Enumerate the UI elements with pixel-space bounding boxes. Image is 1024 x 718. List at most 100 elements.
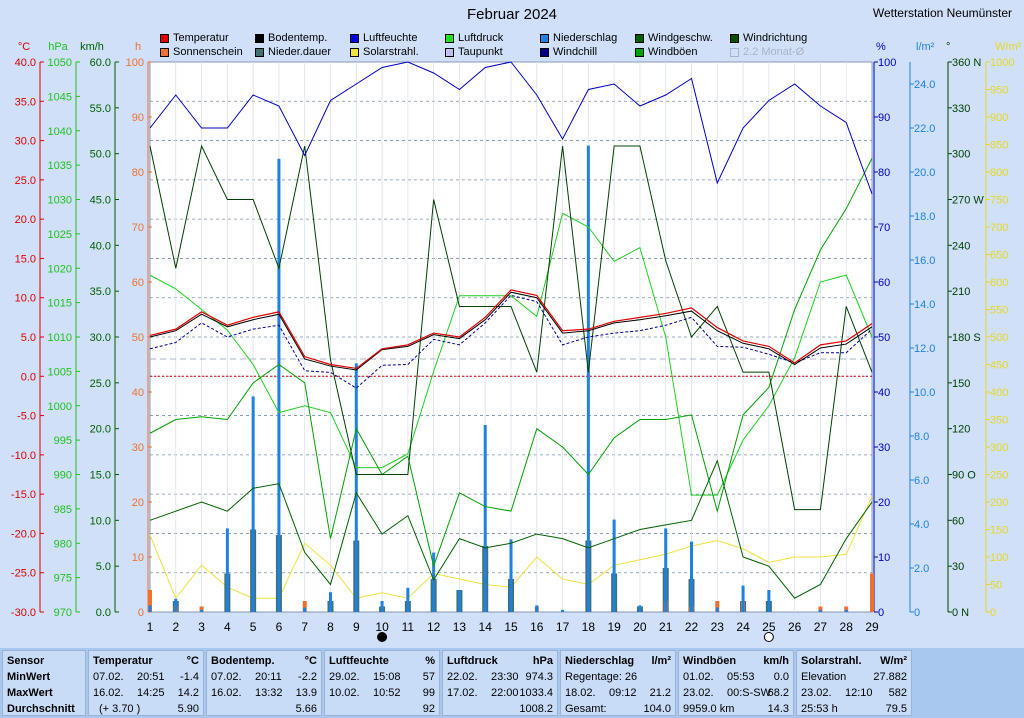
stats-label-sensor: Sensor	[7, 655, 45, 667]
bar-niederschlag	[303, 607, 307, 612]
axis-tick-label-wm2: 800	[990, 167, 1008, 179]
bar-niederschlag	[200, 609, 204, 612]
axis-tick-label-pct: 100	[878, 57, 896, 69]
series-line-windgeschw	[149, 459, 873, 599]
axis-tick-label-h: 80	[132, 167, 144, 179]
stats-value: 14.2	[177, 687, 199, 699]
axis-tick-label-h: 40	[132, 387, 144, 399]
axis-tick-label-kmh: 10.0	[90, 515, 111, 527]
stats-time: 00:S-SW	[727, 687, 772, 699]
x-tick-label: 4	[224, 620, 231, 634]
legend-label: Windchill	[553, 46, 598, 58]
bar-niederschlag	[767, 590, 771, 612]
x-tick-label: 27	[814, 620, 828, 634]
axis-tick-label-lm2: 8.0	[914, 431, 929, 443]
bar-niederschlag	[844, 609, 848, 612]
axis-tick-label-hpa: 995	[54, 435, 72, 447]
stats-value: 68.2	[767, 687, 789, 699]
bar-niederschlag	[509, 539, 513, 612]
legend-item: Luftfeuchte	[350, 31, 417, 45]
axis-tick-label-pct: 60	[878, 277, 890, 289]
bar-niederschlag	[148, 605, 152, 612]
stats-title: Solarstrahl.	[801, 655, 862, 667]
chart-title: Februar 2024	[466, 6, 558, 23]
full-moon-icon	[763, 632, 774, 642]
bar-niederschlag	[354, 363, 358, 612]
axis-tick-label-deg: 90 O	[952, 470, 976, 482]
x-tick-label: 19	[607, 620, 621, 634]
axis-tick-label-hpa: 985	[54, 504, 72, 516]
bar-niederschlag	[251, 396, 255, 612]
axis-tick-label-wm2: 500	[990, 332, 1008, 344]
axis-tick-label-hpa: 980	[54, 538, 72, 550]
statistics-panel: Sensor MinWert MaxWert Durchschnitt Temp…	[0, 648, 1024, 718]
x-tick-label: 29	[865, 620, 879, 634]
stats-value: 21.2	[649, 687, 671, 699]
stats-title: Bodentemp.	[211, 655, 275, 667]
axis-tick-label-lm2: 18.0	[914, 211, 935, 223]
axis-tick-label-kmh: 5.0	[96, 561, 111, 573]
x-tick-label: 2	[172, 620, 179, 634]
axis-tick-label-lm2: 4.0	[914, 519, 929, 531]
axis-unit-c: °C	[18, 41, 30, 53]
bar-niederschlag	[483, 425, 487, 612]
series-line-windrichtung	[149, 144, 873, 511]
legend-item: Sonnenschein	[160, 45, 243, 59]
stats-unit: hPa	[532, 655, 553, 667]
axis-tick-label-wm2: 200	[990, 497, 1008, 509]
legend-swatch	[350, 33, 359, 43]
stats-unit: °C	[304, 655, 317, 667]
stats-windboeen: Windböen km/h 01.02. 05:53 0.0 23.02. 00:S-S…	[678, 650, 794, 716]
axis-tick-label-wm2: 750	[990, 195, 1008, 207]
legend-swatch	[255, 47, 264, 57]
stats-time: 14:25	[137, 687, 165, 699]
axis-tick-label-kmh: 0.0	[96, 607, 111, 619]
axis-tick-label-deg: 360 N	[952, 57, 981, 69]
bar-niederschlag	[638, 605, 642, 612]
axis-tick-label-deg: 150	[952, 378, 970, 390]
series-line-windboeen	[149, 158, 873, 568]
axis-tick-label-c: 5.0	[21, 332, 36, 344]
legend-label: 2.2 Monat-Ø	[743, 46, 805, 58]
stats-title: Luftdruck	[447, 655, 498, 667]
axis-tick-label-h: 30	[132, 442, 144, 454]
stats-value: 974.3	[525, 671, 553, 683]
stats-label: Gesamt:	[565, 703, 607, 715]
axis-tick-label-hpa: 975	[54, 573, 72, 585]
x-tick-label: 26	[788, 620, 802, 634]
axis-tick-label-wm2: 700	[990, 222, 1008, 234]
stats-value: 1008.2	[519, 703, 553, 715]
stats-title: Windböen	[683, 655, 737, 667]
axis-tick-label-kmh: 15.0	[90, 470, 111, 482]
axis-tick-label-hpa: 1020	[48, 263, 72, 275]
x-tick-label: 7	[301, 620, 308, 634]
bar-sonnenschein	[715, 601, 720, 612]
legend-label: Luftdruck	[458, 32, 504, 44]
axis-tick-label-hpa: 990	[54, 470, 72, 482]
legend-item: Temperatur	[160, 31, 229, 45]
axis-tick-label-c: -5.0	[17, 411, 36, 423]
axis-tick-label-hpa: 1030	[48, 195, 72, 207]
legend-swatch	[350, 47, 359, 57]
bar-niederschlag	[664, 528, 668, 612]
legend-item: Solarstrahl.	[350, 45, 419, 59]
stats-value: 104.0	[643, 703, 671, 715]
stats-date: 23.02.	[683, 687, 714, 699]
stats-date: 07.02.	[211, 671, 242, 683]
axis-tick-label-pct: 50	[878, 332, 890, 344]
stats-title: Niederschlag	[565, 655, 635, 667]
axis-tick-label-wm2: 50	[990, 580, 1002, 592]
legend-label: Windgeschw.	[648, 32, 713, 44]
axis-tick-label-pct: 0	[878, 607, 884, 619]
axis-tick-label-h: 20	[132, 497, 144, 509]
stats-time: 13:32	[255, 687, 283, 699]
stats-date: 17.02.	[447, 687, 478, 699]
axis-tick-label-c: 10.0	[15, 293, 36, 305]
legend-swatch	[255, 33, 264, 43]
bar-sonnenschein	[818, 606, 823, 612]
axis-tick-label-c: 35.0	[15, 96, 36, 108]
axis-unit-wm2: W/m²	[995, 41, 1022, 53]
stats-label: Regentage: 26	[565, 671, 638, 683]
bar-niederschlag	[561, 609, 565, 612]
legend-item: Luftdruck	[445, 31, 503, 45]
